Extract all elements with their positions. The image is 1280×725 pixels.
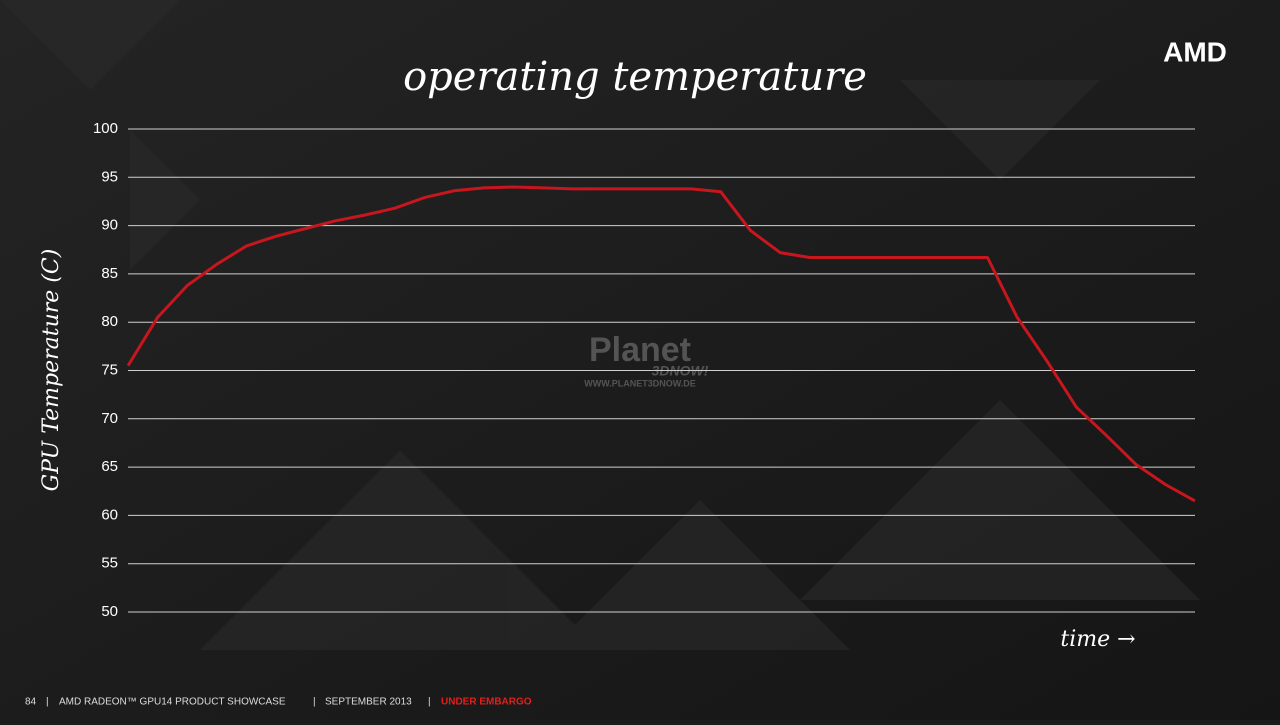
y-axis-title: GPU Temperature (C) [39,249,64,492]
footer-separator: | [313,697,316,708]
plot-area: 50 55 60 65 70 75 80 85 90 95 100 [93,120,1196,620]
y-tick-label: 100 [93,120,118,137]
watermark: Planet 3DNOW! WWW.PLANET3DNOW.DE [584,331,708,388]
y-tick-label: 55 [101,555,118,572]
watermark-text: Planet [589,331,691,369]
x-axis-title: time → [1060,627,1135,652]
watermark-url: WWW.PLANET3DNOW.DE [584,378,696,388]
y-tick-label: 80 [101,313,118,330]
y-tick-label: 85 [101,265,118,282]
y-tick-label: 90 [101,217,118,234]
footer-page: 84 [25,697,37,708]
footer-separator: | [428,697,431,708]
footer-separator: | [46,697,49,708]
y-tick-label: 65 [101,458,118,475]
y-tick-label: 50 [101,603,118,620]
y-tick-label: 75 [101,361,118,378]
chart-title: operating temperature [403,54,867,100]
y-tick-label: 95 [101,168,118,185]
footer-status: UNDER EMBARGO [441,697,532,708]
footer-product: AMD RADEON™ GPU14 PRODUCT SHOWCASE [59,697,286,708]
y-tick-label: 70 [101,410,118,427]
logo: AMD [1163,36,1227,67]
y-tick-label: 60 [101,506,118,523]
data-line [126,185,1196,503]
footer-date: SEPTEMBER 2013 [325,697,412,708]
